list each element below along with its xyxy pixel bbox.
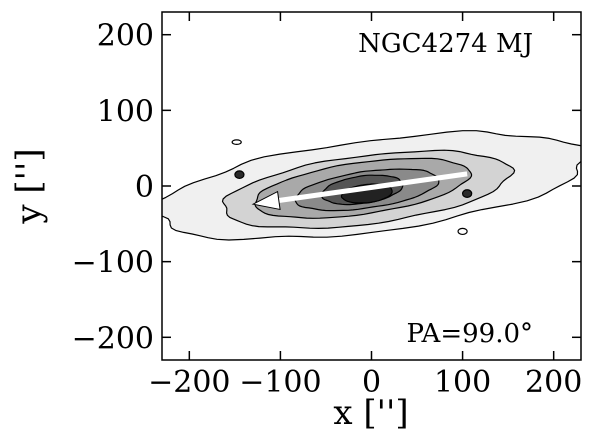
y-tick-label: 200	[97, 19, 154, 54]
x-axis-title: x ['']	[333, 393, 408, 433]
object-label-group: NGC4274 MJ	[308, 24, 542, 62]
y-tick-label: −100	[72, 246, 154, 281]
x-tick-label: 200	[525, 365, 582, 400]
y-tick-label: −200	[72, 321, 154, 356]
y-axis-title: y ['']	[9, 148, 49, 224]
pa-arrow-shaft	[278, 171, 468, 203]
object-label: NGC4274 MJ	[358, 29, 533, 59]
x-tick-label: 100	[434, 365, 491, 400]
pa-arrow-head	[251, 190, 281, 211]
isolated-features	[140, 139, 473, 236]
pa-arrow	[251, 171, 468, 211]
feature-blob-2	[461, 189, 473, 198]
pa-label: PA=99.0°	[406, 319, 533, 349]
x-axis-ticks: −200 −100 0 100 200	[148, 12, 582, 400]
x-tick-label: 0	[362, 365, 381, 400]
y-axis-ticks: −200 −100 0 100 200	[72, 19, 581, 356]
feature-blob-4	[231, 139, 242, 145]
x-tick-label: −100	[239, 365, 321, 400]
feature-blob-6	[457, 227, 468, 236]
y-tick-label: 0	[135, 170, 154, 205]
pa-label-group: PA=99.0°	[374, 315, 542, 349]
feature-blob-3	[140, 213, 147, 219]
feature-blob-1	[234, 170, 245, 180]
y-tick-label: 100	[97, 94, 154, 129]
x-tick-label: −200	[148, 365, 230, 400]
